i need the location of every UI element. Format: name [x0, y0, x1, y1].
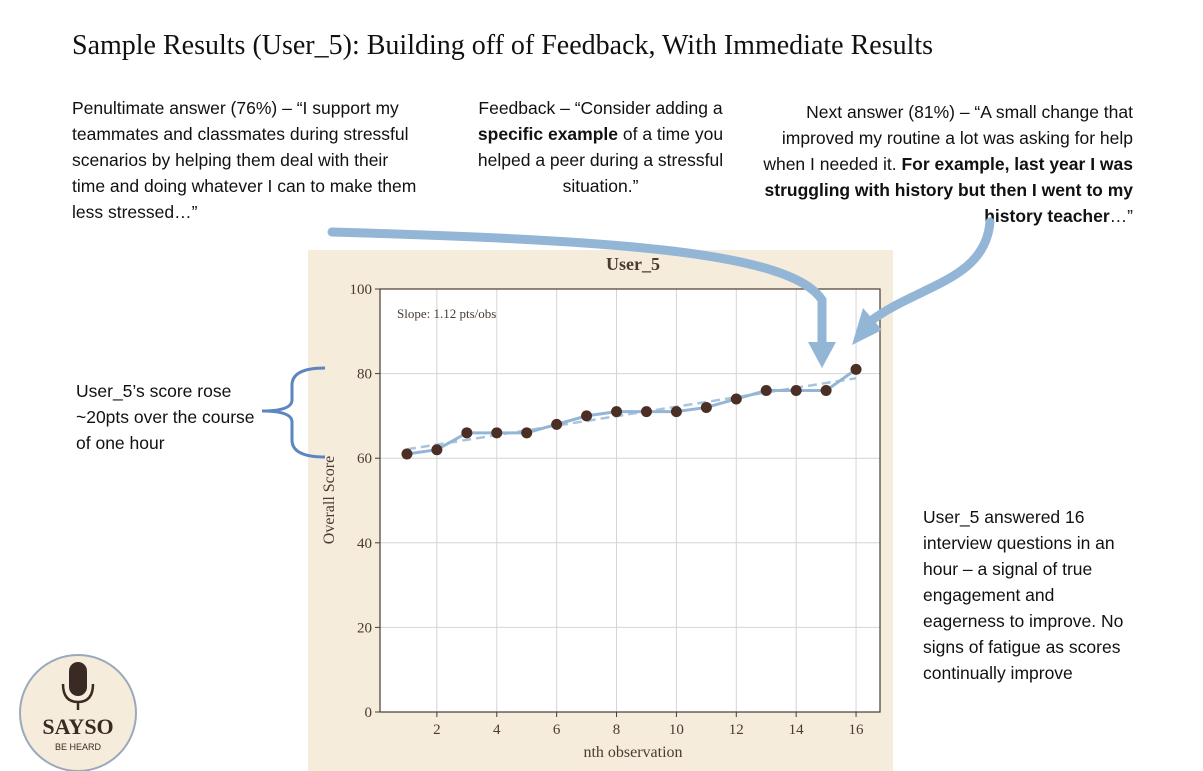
data-point	[730, 393, 742, 405]
arrow-head	[852, 308, 882, 345]
penultimate-note: Penultimate answer (76%) – “I support my…	[72, 95, 422, 225]
data-point	[850, 363, 862, 375]
y-axis-label: Overall Score	[321, 456, 338, 544]
y-tick-label: 60	[357, 451, 372, 467]
arrow-head	[808, 342, 836, 368]
plot-area	[380, 289, 880, 712]
arrow-next	[867, 217, 995, 325]
arrow-penultimate	[327, 227, 827, 350]
data-point	[611, 406, 623, 418]
y-tick-label: 80	[357, 367, 372, 383]
y-tick-label: 40	[357, 536, 372, 552]
data-point	[431, 444, 443, 456]
engagement-note: User_5 answered 16 interview questions i…	[923, 507, 1124, 683]
chart-annotation: Slope: 1.12 pts/obs	[397, 306, 496, 321]
x-tick-label: 6	[553, 722, 561, 738]
data-point	[581, 410, 593, 422]
data-point	[790, 385, 802, 397]
logo-mic	[69, 662, 87, 696]
data-point	[670, 406, 682, 418]
logo-tagline: BE HEARD	[55, 742, 102, 752]
data-point	[820, 385, 832, 397]
x-tick-label: 4	[493, 722, 501, 738]
note-text: For example, last year I was struggling …	[764, 154, 1133, 226]
data-point	[461, 427, 473, 439]
data-point	[700, 401, 712, 413]
y-tick-label: 20	[357, 620, 372, 636]
logo-name: SAYSO	[42, 714, 113, 739]
note-text: Next answer (81%) – “A small change that…	[763, 102, 1133, 174]
data-point	[491, 427, 503, 439]
logo-badge	[19, 654, 137, 771]
score-note: User_5’s score rose ~20pts over the cour…	[76, 381, 255, 453]
logo-mic-stand	[61, 683, 95, 710]
x-tick-label: 2	[433, 722, 441, 738]
x-tick-label: 14	[789, 722, 805, 738]
data-point	[640, 406, 652, 418]
plot-frame	[379, 288, 881, 713]
note-text: Penultimate answer (76%) – “I support my…	[72, 98, 417, 222]
y-tick-label: 0	[365, 705, 373, 721]
x-axis-label: nth observation	[583, 744, 682, 761]
note-text: of a time you helped a peer during a str…	[477, 124, 724, 196]
slide-title: Sample Results (User_5): Building off of…	[72, 30, 934, 61]
feedback-note: Feedback – “Consider adding a specific e…	[458, 95, 743, 199]
note-text: specific example	[477, 124, 618, 144]
brace	[261, 366, 326, 459]
data-point	[760, 385, 772, 397]
data-point	[521, 427, 533, 439]
x-tick-label: 10	[669, 722, 684, 738]
x-tick-label: 12	[729, 722, 744, 738]
chart-title: User_5	[606, 254, 660, 274]
x-tick-label: 8	[613, 722, 621, 738]
x-tick-label: 16	[849, 722, 865, 738]
series-line	[406, 368, 857, 456]
data-point	[551, 418, 563, 430]
data-point	[401, 448, 413, 460]
next-note: Next answer (81%) – “A small change that…	[755, 99, 1133, 229]
note-text: …”	[1109, 206, 1133, 226]
note-text: Feedback – “Consider adding a	[478, 98, 723, 118]
y-tick-label: 100	[350, 282, 373, 298]
